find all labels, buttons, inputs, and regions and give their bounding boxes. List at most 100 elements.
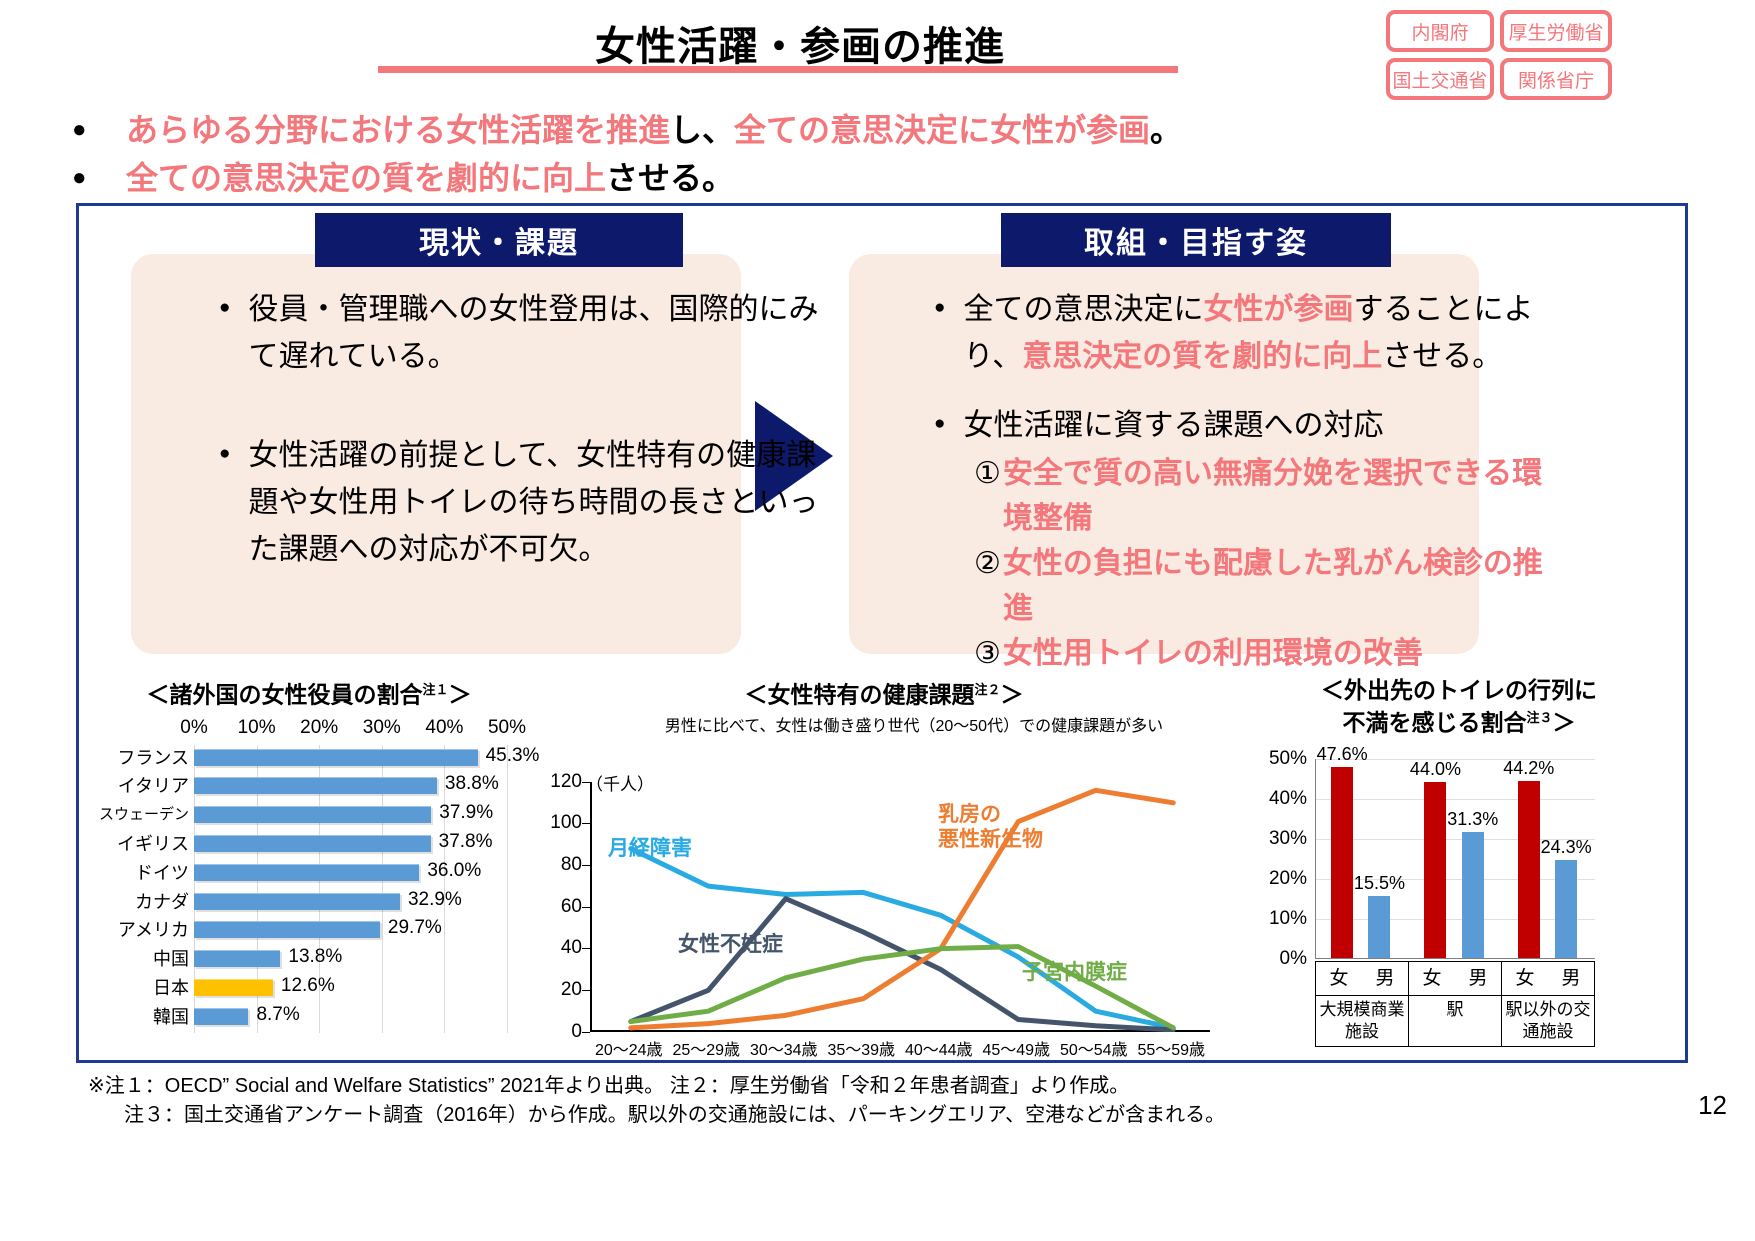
chart2-x-tick: 45〜49歳 <box>982 1041 1051 1059</box>
numbered-initiative-item: ③ 女性用トイレの利用環境の改善 <box>974 631 1554 676</box>
initiative-bullet-text: 女性活躍に資する課題への対応 <box>963 409 1384 442</box>
chart1-bar <box>194 950 281 968</box>
chart2-series-line <box>628 895 1176 1032</box>
chart3-bar <box>1331 767 1354 958</box>
chart1-x-tick: 10% <box>237 716 276 738</box>
chart1-value-label: 37.9% <box>439 802 494 824</box>
chart2-series-label: 月経障害 <box>608 836 692 860</box>
chart1-plot: フランス 45.3% イタリア 38.8% スウェーデン 37.9% イギリス 37.8% ドイ… <box>99 744 539 1033</box>
footnotes: ※注１：OECD” Social and Welfare Statistics”… <box>88 1072 1588 1130</box>
chart3-group-label: 駅 <box>1446 999 1464 1019</box>
chart2-y-axis: 0 20 40 60 80 100 120 <box>534 771 582 1042</box>
chart3-sex-label: 女 <box>1329 967 1349 989</box>
chart1-category-label: カナダ <box>135 891 189 912</box>
chart2-y-tick: 100 <box>550 812 582 834</box>
chart3-value-label: 15.5% <box>1353 872 1405 893</box>
chart1-value-label: 37.8% <box>438 831 493 853</box>
chart2-title: ＜女性特有の健康課題注２＞ <box>744 681 1024 708</box>
chart1-gridline <box>444 744 446 1033</box>
initiatives-content: ● 全ての意思決定に女性が参画することにより、意思決定の質を劇的に向上させる。 … <box>934 286 1554 676</box>
ministry-tag: 内閣府 <box>1386 10 1494 52</box>
bullet-dot-icon: ● <box>934 413 946 434</box>
chart1-category-label: 韓国 <box>153 1006 189 1027</box>
chart1-gridline <box>194 744 195 1033</box>
status-bullet-text: 女性活躍の前提として、女性特有の健康課題や女性用トイレの待ち時間の長さといった課… <box>248 439 819 566</box>
chart1-bar-row: 韓国 8.7% <box>99 1004 519 1033</box>
chart3-group-label: 大規模商業施設 <box>1319 999 1405 1041</box>
chart1-x-tick: 20% <box>300 716 339 738</box>
chart3-gridline <box>1316 758 1595 760</box>
chart2-y-tick: 0 <box>571 1020 582 1042</box>
chart3-plot-area: 47.6% 15.5% 44.0% 31.3% 44.2% 24.3% <box>1315 744 1595 959</box>
ministry-tag-list: 内閣府 厚生労働省 国土交通省 関係省庁 <box>1386 10 1612 100</box>
chart1-value-label: 32.9% <box>407 888 462 910</box>
chart2-x-tick: 25〜29歳 <box>672 1041 741 1059</box>
chart1-value-label: 29.7% <box>387 917 442 939</box>
chart1-category-label: イタリア <box>117 776 189 797</box>
page-number: 12 <box>1698 1090 1727 1120</box>
chart1-x-tick: 30% <box>362 716 401 738</box>
chart3-title: ＜外出先のトイレの行列に 不満を感じる割合注３＞ <box>1321 677 1597 736</box>
chart3-group-column: 女 男駅 <box>1409 961 1502 1046</box>
chart1-category-label: 中国 <box>153 949 189 970</box>
chart1-bar <box>194 863 420 881</box>
chart2-y-tick: 120 <box>550 770 582 792</box>
chart2-subtitle: 男性に比べて、女性は働き盛り世代（20〜50代）での健康課題が多い <box>664 717 1164 735</box>
chart2-x-tick: 40〜44歳 <box>904 1041 973 1059</box>
chart3-gridline <box>1316 918 1595 920</box>
chart1-bar <box>194 806 432 824</box>
chart3-gridline <box>1316 838 1595 840</box>
numbered-initiative-text: 女性用トイレの利用環境の改善 <box>1002 637 1423 670</box>
top-bullet-list: ● あらゆる分野における女性活躍を推進し、全ての意思決定に女性が参画。 ● 全て… <box>72 108 1472 204</box>
chart1-bar-row: カナダ 32.9% <box>99 889 519 918</box>
chart1-gridline <box>319 744 321 1033</box>
chart-female-board-members: ＜諸外国の女性役員の割合注１＞ 0% 10% 20% 30% 40% 50% フランス 45… <box>99 676 539 1033</box>
chart3-bar <box>1555 860 1578 958</box>
chart1-bar-row: スウェーデン 37.9% <box>99 802 519 831</box>
chart3-group-label: 駅以外の交通施設 <box>1505 999 1591 1041</box>
slide-header: 女性活躍・参画の推進 内閣府 厚生労働省 国土交通省 関係省庁 <box>0 0 1755 108</box>
chart3-sex-label: 男 <box>1375 967 1395 989</box>
numbered-initiative-list: ① 安全で質の高い無痛分娩を選択できる環境整備 ② 女性の負担にも配慮した乳がん… <box>934 451 1554 676</box>
chart3-bar <box>1368 895 1391 958</box>
chart2-x-tick: 55〜59歳 <box>1137 1041 1206 1059</box>
chart1-value-label: 12.6% <box>280 975 335 997</box>
chart1-x-tick: 0% <box>180 716 208 738</box>
current-status-box <box>131 254 741 654</box>
chart3-plot-wrap: 0% 10% 20% 30% 40% 50% 47.6% 15.5% 44.0% 31.3% 44… <box>1259 744 1659 1047</box>
chart1-bar <box>194 835 431 853</box>
chart2-series-label: 女性不妊症 <box>678 932 783 956</box>
chart3-bar <box>1461 832 1484 958</box>
chart3-sex-label: 女 <box>1422 967 1442 989</box>
bullet-dot-icon: ● <box>72 116 87 143</box>
chart-toilet-queue-dissatisfaction: ＜外出先のトイレの行列に 不満を感じる割合注３＞ 0% 10% 20% 30% 40% 50… <box>1259 676 1659 1047</box>
chart1-bar-row: 中国 13.8% <box>99 946 519 975</box>
chart1-category-label: イギリス <box>117 834 189 855</box>
numbered-initiative-item: ② 女性の負担にも配慮した乳がん検診の推進 <box>974 541 1554 631</box>
ministry-tag: 厚生労働省 <box>1500 10 1612 52</box>
chart2-unit-label: （千人） <box>586 774 654 794</box>
page-title: 女性活躍・参画の推進 <box>595 25 1005 69</box>
status-bullet: ● 女性活躍の前提として、女性特有の健康課題や女性用トイレの待ち時間の長さといっ… <box>219 432 819 573</box>
chart3-sex-label: 女 <box>1515 967 1535 989</box>
chart3-sex-label: 男 <box>1561 967 1581 989</box>
footnote-line-1: ※注１：OECD” Social and Welfare Statistics”… <box>88 1075 1130 1097</box>
arrow-right-icon <box>755 401 833 511</box>
chart1-value-label: 8.7% <box>256 1003 300 1025</box>
chart2-y-tick: 60 <box>560 895 582 917</box>
chart1-bar-row: イタリア 38.8% <box>99 773 519 802</box>
chart3-bar <box>1424 781 1447 958</box>
initiatives-box <box>849 254 1479 654</box>
initiatives-heading: 取組・目指す姿 <box>1001 213 1391 267</box>
top-bullet-item: ● あらゆる分野における女性活躍を推進し、全ての意思決定に女性が参画。 <box>72 108 1472 152</box>
top-bullet-item: ● 全ての意思決定の質を劇的に向上させる。 <box>72 156 1472 200</box>
chart1-value-label: 38.8% <box>444 773 499 795</box>
charts-row: ＜諸外国の女性役員の割合注１＞ 0% 10% 20% 30% 40% 50% フランス 45… <box>79 676 1691 1066</box>
chart3-gridline <box>1316 798 1595 800</box>
chart1-bar <box>194 892 400 910</box>
chart3-gridline <box>1316 878 1595 880</box>
chart1-bar <box>194 777 437 795</box>
chart3-value-label: 47.6% <box>1316 744 1368 765</box>
circled-number-3: ③ <box>974 637 1001 670</box>
chart3-bar <box>1517 780 1540 958</box>
